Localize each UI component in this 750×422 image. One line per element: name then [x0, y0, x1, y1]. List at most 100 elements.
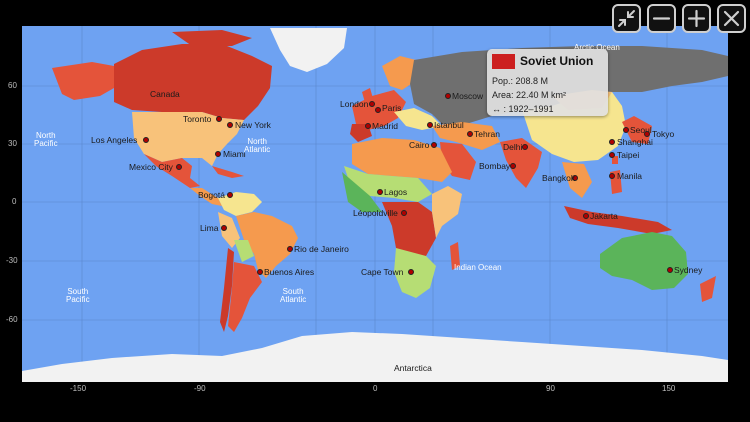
- toolbar: [612, 4, 746, 33]
- city-label[interactable]: Cape Town: [361, 267, 404, 277]
- shrink-button[interactable]: [612, 4, 641, 33]
- argentina: [228, 262, 262, 332]
- city-marker[interactable]: [609, 152, 615, 158]
- city-marker[interactable]: [401, 210, 407, 216]
- ocean-indian: Indian Ocean: [454, 263, 502, 272]
- city-label[interactable]: Lagos: [384, 187, 408, 197]
- city-marker[interactable]: [221, 225, 227, 231]
- city-label[interactable]: Léopoldville: [353, 208, 398, 218]
- alaska: [52, 62, 114, 100]
- city-marker[interactable]: [445, 93, 451, 99]
- city-label[interactable]: Miami: [223, 149, 246, 159]
- india: [500, 138, 542, 188]
- city-marker[interactable]: [467, 131, 473, 137]
- indonesia: [564, 206, 672, 234]
- y-tick: 60: [8, 81, 17, 90]
- city-marker[interactable]: [431, 142, 437, 148]
- plus-icon: [687, 9, 706, 28]
- australia: [600, 232, 688, 290]
- city-label[interactable]: Shanghai: [617, 137, 653, 147]
- y-tick: 30: [8, 139, 17, 148]
- label-antarctica: Antarctica: [394, 363, 432, 373]
- city-marker[interactable]: [176, 164, 182, 170]
- turkey-iran: [432, 122, 500, 150]
- city-label[interactable]: Lima: [200, 223, 219, 233]
- southern-africa: [394, 248, 436, 298]
- country-info-popup[interactable]: Soviet Union Pop.: 208.8 M Area: 22.40 M…: [487, 49, 608, 116]
- ocean-north-atlantic: North Atlantic: [244, 137, 271, 155]
- city-label[interactable]: Tehran: [474, 129, 500, 139]
- zoom-out-button[interactable]: [647, 4, 676, 33]
- city-label[interactable]: Taipei: [617, 150, 640, 160]
- city-marker[interactable]: [522, 144, 528, 150]
- west-africa: [342, 172, 382, 212]
- bolivia: [234, 240, 254, 262]
- madagascar: [450, 242, 460, 270]
- city-marker[interactable]: [365, 123, 371, 129]
- city-marker[interactable]: [609, 139, 615, 145]
- city-label[interactable]: Mexico City: [129, 162, 173, 172]
- city-marker[interactable]: [644, 131, 650, 137]
- ocean-south-atlantic: South Atlantic: [280, 287, 307, 305]
- colombia-venezuela: [218, 192, 262, 216]
- antarctica: [22, 332, 728, 382]
- city-label[interactable]: Manila: [617, 171, 643, 181]
- city-marker[interactable]: [215, 151, 221, 157]
- popup-area: Area: 22.40 M km²: [492, 90, 567, 100]
- city-label[interactable]: Toronto: [183, 114, 212, 124]
- central-africa: [382, 202, 436, 262]
- city-marker[interactable]: [510, 163, 516, 169]
- taiwan: [612, 156, 618, 164]
- city-label[interactable]: Buenos Aires: [264, 267, 315, 277]
- city-label[interactable]: Delhi: [503, 142, 523, 152]
- city-label[interactable]: Jakarta: [590, 211, 618, 221]
- city-marker[interactable]: [667, 267, 673, 273]
- city-label[interactable]: Seoul: [630, 125, 652, 135]
- minus-icon: [652, 17, 671, 20]
- ocean-south-pacific: South Pacific: [66, 287, 90, 305]
- city-label[interactable]: Rio de Janeiro: [294, 244, 349, 254]
- x-tick: 90: [546, 384, 555, 393]
- city-marker[interactable]: [257, 269, 263, 275]
- city-label[interactable]: Bangkok: [542, 173, 576, 183]
- new-zealand: [700, 276, 716, 302]
- city-label[interactable]: Madrid: [372, 121, 398, 131]
- city-marker[interactable]: [572, 175, 578, 181]
- city-marker[interactable]: [227, 192, 233, 198]
- city-marker[interactable]: [287, 246, 293, 252]
- map-canvas[interactable]: [22, 26, 728, 382]
- city-marker[interactable]: [216, 116, 222, 122]
- greenland: [270, 28, 347, 72]
- close-button[interactable]: [717, 4, 746, 33]
- city-label[interactable]: London: [340, 99, 369, 109]
- city-label[interactable]: Cairo: [409, 140, 430, 150]
- city-label[interactable]: Moscow: [452, 91, 484, 101]
- city-marker[interactable]: [609, 173, 615, 179]
- city-marker[interactable]: [227, 122, 233, 128]
- city-label[interactable]: Istanbul: [434, 120, 464, 130]
- mexico: [144, 154, 200, 188]
- ocean-north-pacific: North Pacific: [34, 131, 58, 149]
- city-marker[interactable]: [427, 122, 433, 128]
- city-label[interactable]: Paris: [382, 103, 402, 113]
- city-label[interactable]: Los Angeles: [91, 135, 138, 145]
- city-marker[interactable]: [408, 269, 414, 275]
- city-label[interactable]: Bogotá: [198, 190, 225, 200]
- world-map[interactable]: Toronto New York Los Angeles Miami Mexico Ci…: [22, 26, 728, 382]
- x-tick: -150: [70, 384, 87, 393]
- city-marker[interactable]: [369, 101, 375, 107]
- city-label[interactable]: New York: [235, 120, 271, 130]
- city-marker[interactable]: [143, 137, 149, 143]
- city-marker[interactable]: [623, 127, 629, 133]
- city-marker[interactable]: [375, 107, 381, 113]
- city-marker[interactable]: [583, 213, 589, 219]
- chile: [220, 248, 234, 332]
- city-marker[interactable]: [377, 189, 383, 195]
- city-label[interactable]: Sydney: [674, 265, 703, 275]
- flag-icon: [492, 54, 515, 69]
- east-africa: [432, 186, 462, 238]
- city-label[interactable]: Bombay: [479, 161, 511, 171]
- japan-korea: [622, 116, 652, 144]
- zoom-in-button[interactable]: [682, 4, 711, 33]
- city-label[interactable]: Tokyo: [652, 129, 675, 139]
